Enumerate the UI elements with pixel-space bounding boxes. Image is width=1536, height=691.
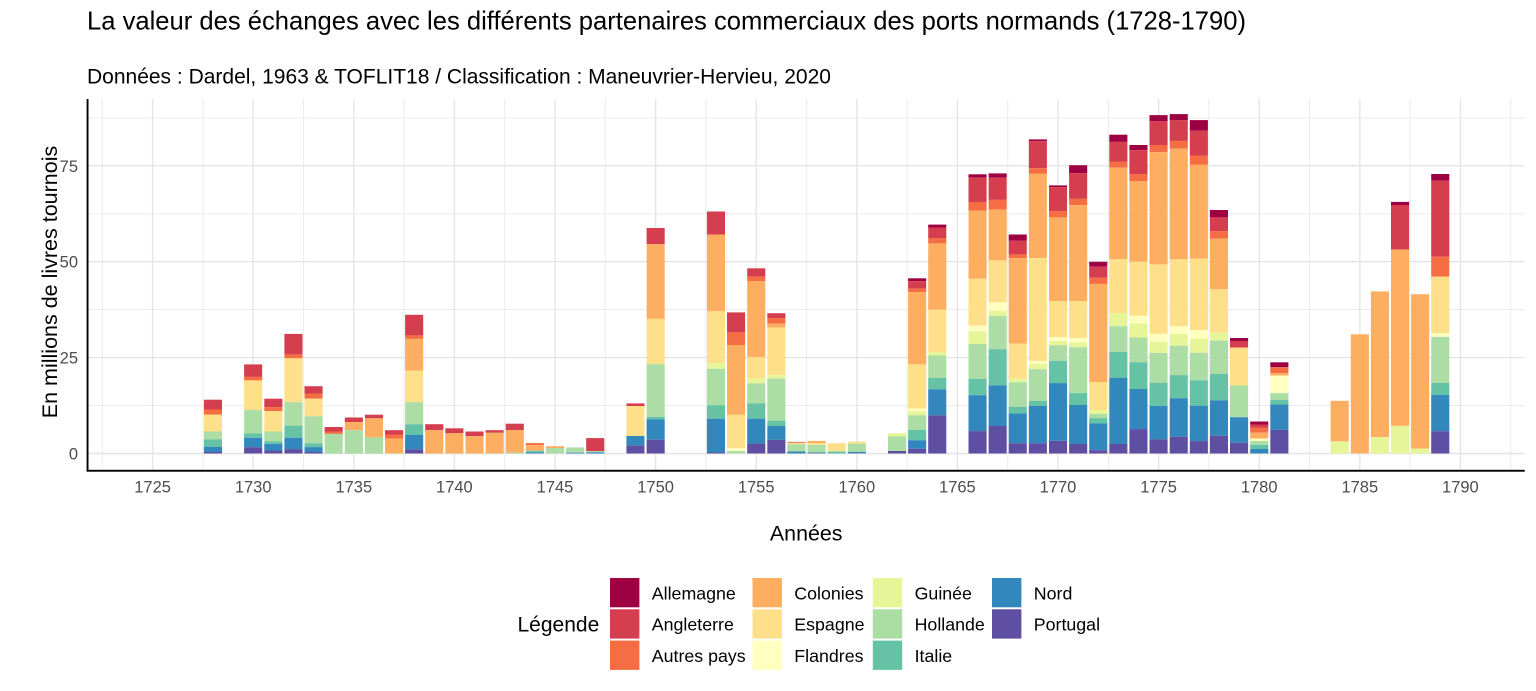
svg-text:Allemagne: Allemagne	[652, 583, 736, 603]
svg-text:Flandres: Flandres	[794, 646, 863, 666]
svg-text:Années: Années	[770, 521, 843, 545]
svg-text:50: 50	[60, 254, 78, 272]
svg-text:Espagne: Espagne	[794, 615, 864, 635]
svg-text:1755: 1755	[738, 479, 775, 497]
svg-text:Italie: Italie	[915, 646, 953, 666]
svg-text:1790: 1790	[1442, 479, 1479, 497]
svg-text:1750: 1750	[637, 479, 674, 497]
svg-text:1725: 1725	[134, 479, 171, 497]
svg-text:0: 0	[69, 446, 78, 464]
svg-text:Portugal: Portugal	[1034, 615, 1100, 635]
svg-text:En millions de livres tournois: En millions de livres tournois	[38, 146, 62, 418]
svg-text:1760: 1760	[838, 479, 875, 497]
svg-text:1780: 1780	[1241, 479, 1278, 497]
svg-text:Nord: Nord	[1034, 583, 1073, 603]
svg-text:Colonies: Colonies	[794, 583, 863, 603]
svg-text:Angleterre: Angleterre	[652, 615, 734, 635]
svg-text:1730: 1730	[235, 479, 272, 497]
svg-text:75: 75	[60, 158, 78, 176]
svg-text:Autres pays: Autres pays	[652, 646, 746, 666]
svg-text:1775: 1775	[1140, 479, 1177, 497]
svg-text:1765: 1765	[939, 479, 976, 497]
svg-text:1770: 1770	[1040, 479, 1077, 497]
svg-text:La valeur des échanges avec le: La valeur des échanges avec les différen…	[87, 7, 1246, 35]
svg-text:25: 25	[60, 350, 78, 368]
svg-text:1740: 1740	[436, 479, 473, 497]
svg-text:Données : Dardel, 1963 & TOFLI: Données : Dardel, 1963 & TOFLIT18 / Clas…	[87, 66, 831, 89]
svg-text:1745: 1745	[537, 479, 574, 497]
svg-text:Hollande: Hollande	[915, 615, 985, 635]
svg-text:Légende: Légende	[518, 614, 600, 637]
svg-text:1735: 1735	[335, 479, 372, 497]
svg-text:1785: 1785	[1341, 479, 1378, 497]
svg-text:Guinée: Guinée	[915, 583, 972, 603]
